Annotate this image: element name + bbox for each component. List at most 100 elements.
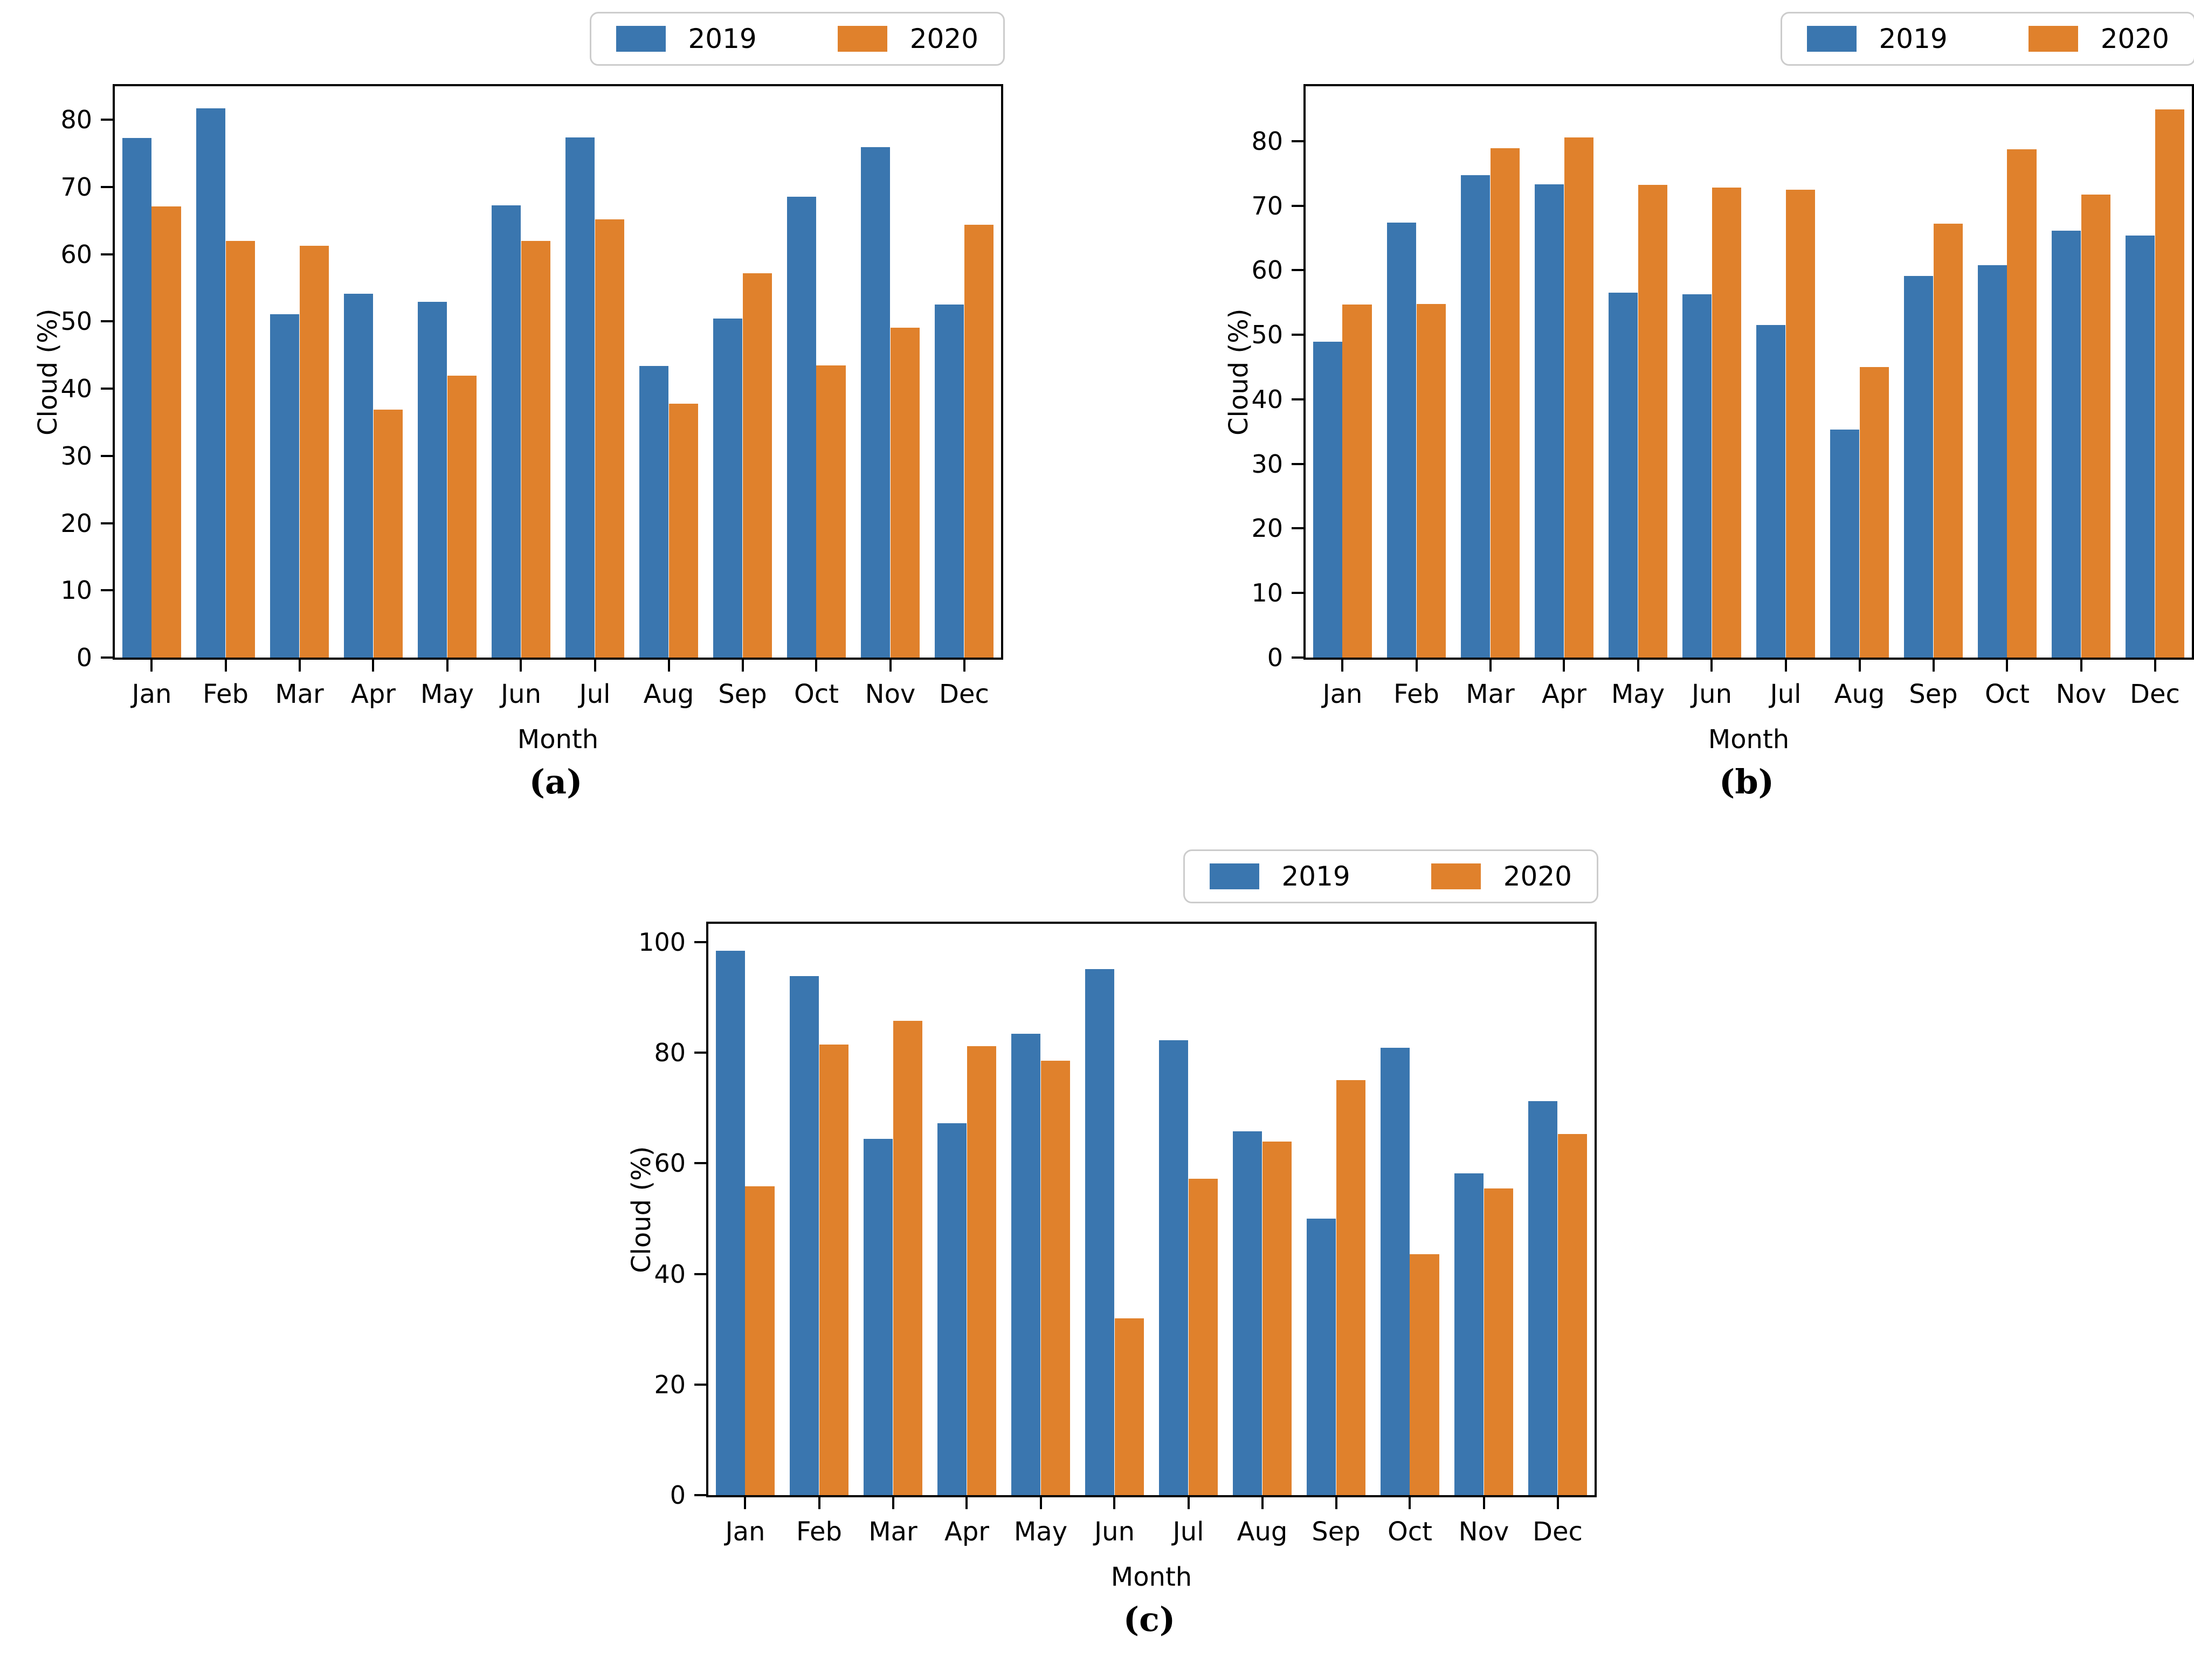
x-tick-mark xyxy=(1933,660,1935,672)
bar-c-2019-Mar xyxy=(864,1139,893,1495)
bar-a-2019-Dec xyxy=(935,305,964,658)
x-tick-label: Dec xyxy=(1533,1519,1583,1545)
bar-c-2019-Sep xyxy=(1307,1219,1336,1495)
legend-label-2019: 2019 xyxy=(1879,25,1948,52)
bar-a-2020-Dec xyxy=(964,225,994,658)
bar-b-2020-Feb xyxy=(1417,304,1446,658)
y-tick-label: 60 xyxy=(654,1151,686,1176)
bar-c-2019-Dec xyxy=(1528,1101,1558,1495)
bar-a-2019-Nov xyxy=(861,147,891,658)
y-tick-label: 20 xyxy=(654,1372,686,1397)
y-tick-mark xyxy=(101,186,113,188)
x-tick-mark xyxy=(594,660,596,672)
x-tick-label: Jul xyxy=(1770,681,1802,707)
x-tick-mark xyxy=(1409,1497,1411,1509)
x-tick-mark xyxy=(1637,660,1639,672)
bar-c-2020-Apr xyxy=(967,1046,997,1495)
x-tick-label: Apr xyxy=(351,681,396,707)
x-tick-label: Jan xyxy=(1322,681,1362,707)
y-tick-mark xyxy=(694,1052,706,1054)
legend-label-2019: 2019 xyxy=(688,25,757,52)
y-tick-label: 40 xyxy=(654,1262,686,1287)
bar-a-2020-Feb xyxy=(226,241,256,658)
x-tick-label: Jul xyxy=(1173,1519,1204,1545)
y-tick-label: 30 xyxy=(1251,452,1283,476)
y-tick-label: 80 xyxy=(1251,129,1283,154)
y-tick-mark xyxy=(694,941,706,943)
legend: 2019 2020 xyxy=(1183,849,1599,903)
legend-label-2019: 2019 xyxy=(1282,863,1350,890)
bar-c-2020-Jan xyxy=(745,1186,775,1495)
x-tick-mark xyxy=(965,1497,968,1509)
x-tick-label: Feb xyxy=(1393,681,1439,707)
bar-b-2019-Jul xyxy=(1756,325,1786,658)
bar-c-2019-Feb xyxy=(790,976,819,1495)
bar-b-2020-Jul xyxy=(1786,190,1816,658)
figure-caption: (c) xyxy=(706,1603,1592,1636)
bar-c-2019-Aug xyxy=(1233,1131,1262,1495)
y-axis-title: Cloud (%) xyxy=(1226,86,1252,658)
x-tick-label: Oct xyxy=(1985,681,2030,707)
bar-c-2019-Jan xyxy=(716,951,746,1495)
bar-c-2020-Dec xyxy=(1558,1134,1588,1495)
x-tick-mark xyxy=(1483,1497,1485,1509)
x-tick-mark xyxy=(299,660,301,672)
bar-b-2019-Jan xyxy=(1313,342,1343,658)
legend-label-2020: 2020 xyxy=(2101,25,2169,52)
bar-b-2019-Feb xyxy=(1387,223,1417,658)
x-tick-label: Feb xyxy=(796,1519,842,1545)
x-tick-label: May xyxy=(420,681,474,707)
bar-c-2020-Mar xyxy=(893,1021,923,1495)
y-tick-mark xyxy=(1292,527,1303,529)
x-tick-label: Feb xyxy=(203,681,249,707)
legend-swatch-2019 xyxy=(616,26,666,52)
x-tick-mark xyxy=(150,660,153,672)
bar-a-2020-Sep xyxy=(743,273,772,658)
legend-swatch-2020 xyxy=(838,26,887,52)
bar-a-2020-Jan xyxy=(151,206,181,658)
bar-a-2019-Feb xyxy=(196,108,226,658)
bar-c-2020-Feb xyxy=(819,1045,849,1495)
y-axis-title: Cloud (%) xyxy=(35,86,61,658)
bar-c-2019-May xyxy=(1011,1034,1041,1495)
y-tick-mark xyxy=(694,1494,706,1496)
y-tick-label: 80 xyxy=(60,107,92,132)
x-tick-label: Mar xyxy=(275,681,324,707)
y-tick-mark xyxy=(101,320,113,322)
x-tick-mark xyxy=(2080,660,2082,672)
x-tick-mark xyxy=(1557,1497,1559,1509)
legend-swatch-2019 xyxy=(1210,863,1259,889)
y-tick-label: 60 xyxy=(1251,258,1283,282)
bar-a-2019-Aug xyxy=(639,366,669,658)
x-tick-mark xyxy=(1188,1497,1190,1509)
x-tick-mark xyxy=(2006,660,2008,672)
x-tick-label: Sep xyxy=(1312,1519,1360,1545)
x-tick-label: Jul xyxy=(579,681,611,707)
bar-b-2020-Jun xyxy=(1712,188,1742,658)
y-tick-label: 0 xyxy=(1267,645,1283,670)
bar-b-2020-Mar xyxy=(1491,148,1520,658)
y-tick-label: 30 xyxy=(60,444,92,468)
legend-item-2020: 2020 xyxy=(1431,863,1572,890)
y-tick-label: 20 xyxy=(60,511,92,536)
x-tick-label: May xyxy=(1014,1519,1067,1545)
bar-b-2019-Mar xyxy=(1461,175,1491,658)
bar-a-2020-Mar xyxy=(300,246,329,658)
bar-a-2019-Mar xyxy=(270,314,300,658)
legend-item-2019: 2019 xyxy=(1807,25,1948,52)
y-tick-mark xyxy=(101,388,113,390)
y-tick-label: 100 xyxy=(638,930,686,955)
x-tick-label: Oct xyxy=(794,681,839,707)
y-tick-mark xyxy=(694,1273,706,1275)
bar-a-2020-May xyxy=(447,376,477,658)
x-tick-mark xyxy=(1261,1497,1264,1509)
bar-b-2019-Jun xyxy=(1682,294,1712,658)
x-axis-title: Month xyxy=(1111,1564,1192,1590)
x-tick-label: Aug xyxy=(1237,1519,1288,1545)
x-tick-label: Nov xyxy=(1459,1519,1509,1545)
x-tick-mark xyxy=(1710,660,1713,672)
figure-caption: (a) xyxy=(113,765,999,799)
